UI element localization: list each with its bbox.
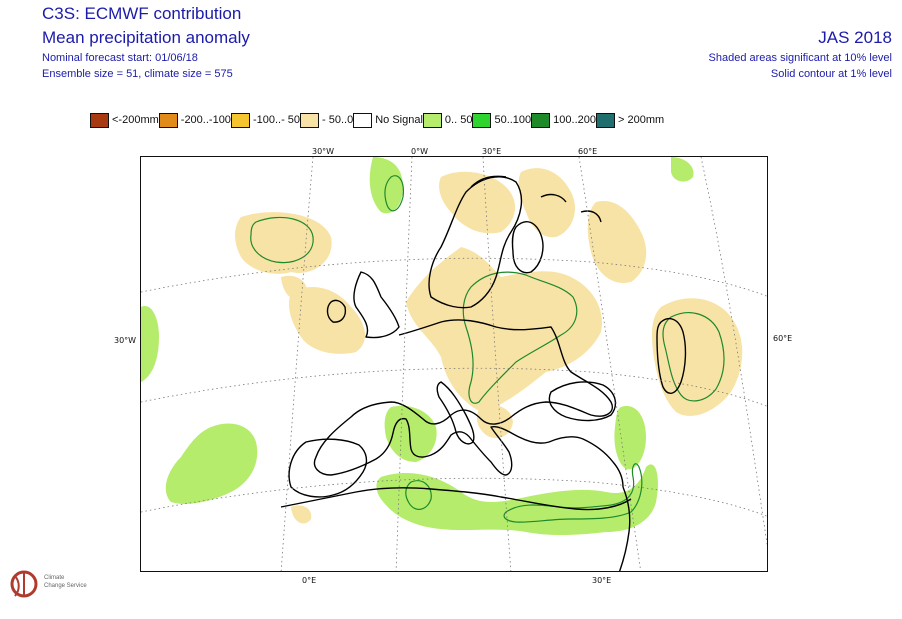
coast-finland <box>511 221 544 274</box>
subtitle: Mean precipitation anomaly <box>42 28 250 47</box>
legend-label: > 200mm <box>617 114 665 126</box>
logo-line-2: Change Service <box>44 583 87 589</box>
dry-area-atlantic <box>235 212 332 274</box>
graticule <box>141 157 767 571</box>
coast-italy <box>436 381 475 445</box>
dry-area-russia <box>587 201 647 283</box>
bottom-lon-label: 30°E <box>592 576 612 585</box>
dry-area-central-europe <box>406 247 602 412</box>
title: C3S: ECMWF contribution <box>42 4 242 23</box>
legend-swatch <box>230 112 250 128</box>
meridian-line <box>395 157 413 571</box>
climate-change-service-logo-icon <box>10 570 38 598</box>
legend-item: - 50..0 <box>300 112 354 128</box>
contour-europe <box>462 271 578 404</box>
significance-contours <box>250 175 725 523</box>
legend-item: <-200mm <box>90 112 159 128</box>
legend-item: 0.. 50 <box>422 112 473 128</box>
wet-area-scandinavia-north <box>671 157 694 182</box>
dry-area-scandinavia <box>518 168 576 238</box>
coast-middle-east <box>618 486 631 571</box>
forecast-start-text: Nominal forecast start: 01/06/18 <box>42 52 198 64</box>
legend-item: -100..- 50 <box>230 112 301 128</box>
dry-area-caspian <box>651 298 743 416</box>
parallel-line <box>141 367 767 407</box>
dry-area-south <box>291 505 312 524</box>
legend-item: No Signal <box>353 112 423 128</box>
legend-swatch <box>90 112 109 128</box>
meridian-line <box>700 157 767 547</box>
legend-item: > 200mm <box>595 112 665 128</box>
coast-caspian <box>656 317 687 394</box>
meridian-line <box>482 157 512 571</box>
top-lon-label: 30°W <box>312 147 335 156</box>
legend-item: 100..200 <box>531 112 596 128</box>
legend-label: <-200mm <box>112 114 159 126</box>
contour-west-med <box>405 480 432 510</box>
meridian-line <box>578 157 642 571</box>
wet-anomaly-areas <box>141 157 694 536</box>
dry-area-iberia-north <box>289 287 366 354</box>
coast-north-africa <box>280 487 632 511</box>
right-lon-label: 60°E <box>773 334 793 343</box>
coast-europe-mainland <box>313 319 624 488</box>
legend-label: 0.. 50 <box>444 114 473 126</box>
legend-swatch <box>595 112 615 128</box>
precipitation-anomaly-map <box>140 156 768 572</box>
significance-note-contour: Solid contour at 1% level <box>770 68 892 80</box>
season-label: JAS 2018 <box>818 28 892 47</box>
contour-atlantic <box>250 216 314 264</box>
parallel-line <box>141 257 767 297</box>
coast-uk <box>353 271 400 339</box>
legend-swatch <box>422 112 442 128</box>
legend-label: - 50..0 <box>322 114 354 126</box>
coast-ireland <box>326 299 347 323</box>
wet-area-middle-east <box>614 406 646 470</box>
legend-label: No Signal <box>375 114 423 126</box>
map-canvas <box>141 157 767 571</box>
dry-anomaly-areas <box>235 168 743 524</box>
bottom-lon-label: 0°E <box>302 576 317 585</box>
coast-iberia <box>288 438 368 498</box>
coastlines <box>280 175 687 571</box>
contour-caspian <box>662 312 725 402</box>
logo-text: Climate Change Service <box>44 574 87 590</box>
color-legend: <-200mm -200..-100 -100..- 50 - 50..0 No… <box>90 112 664 128</box>
coast-scandinavia <box>428 176 523 309</box>
top-lon-label: 30°E <box>482 147 502 156</box>
legend-label: -200..-100 <box>180 114 231 126</box>
legend-label: -100..- 50 <box>252 114 301 126</box>
legend-swatch <box>158 112 178 128</box>
legend-swatch <box>300 112 320 128</box>
left-lon-label: 30°W <box>114 336 137 345</box>
contour-north-africa <box>503 463 643 523</box>
dry-area-baltic <box>439 171 516 234</box>
ensemble-size-text: Ensemble size = 51, climate size = 575 <box>42 68 233 80</box>
c3s-logo <box>6 566 146 614</box>
logo-line-1: Climate <box>44 575 65 581</box>
coast-black-sea <box>548 381 617 422</box>
contour-scandinavia <box>384 175 404 212</box>
wet-area-west-edge <box>141 306 159 382</box>
top-lon-label: 0°W <box>411 147 428 156</box>
parallel-line <box>141 477 767 517</box>
legend-item: -200..-100 <box>158 112 231 128</box>
legend-label: 100..200 <box>553 114 596 126</box>
legend-swatch <box>472 112 492 128</box>
legend-swatch <box>353 112 373 128</box>
legend-label: 50..100 <box>494 114 532 126</box>
coast-arctic <box>470 175 602 223</box>
significance-note-shaded: Shaded areas significant at 10% level <box>708 52 892 64</box>
top-lon-label: 60°E <box>578 147 598 156</box>
wet-area-atlantic-sw <box>165 423 258 504</box>
legend-item: 50..100 <box>472 112 532 128</box>
legend-swatch <box>531 112 551 128</box>
